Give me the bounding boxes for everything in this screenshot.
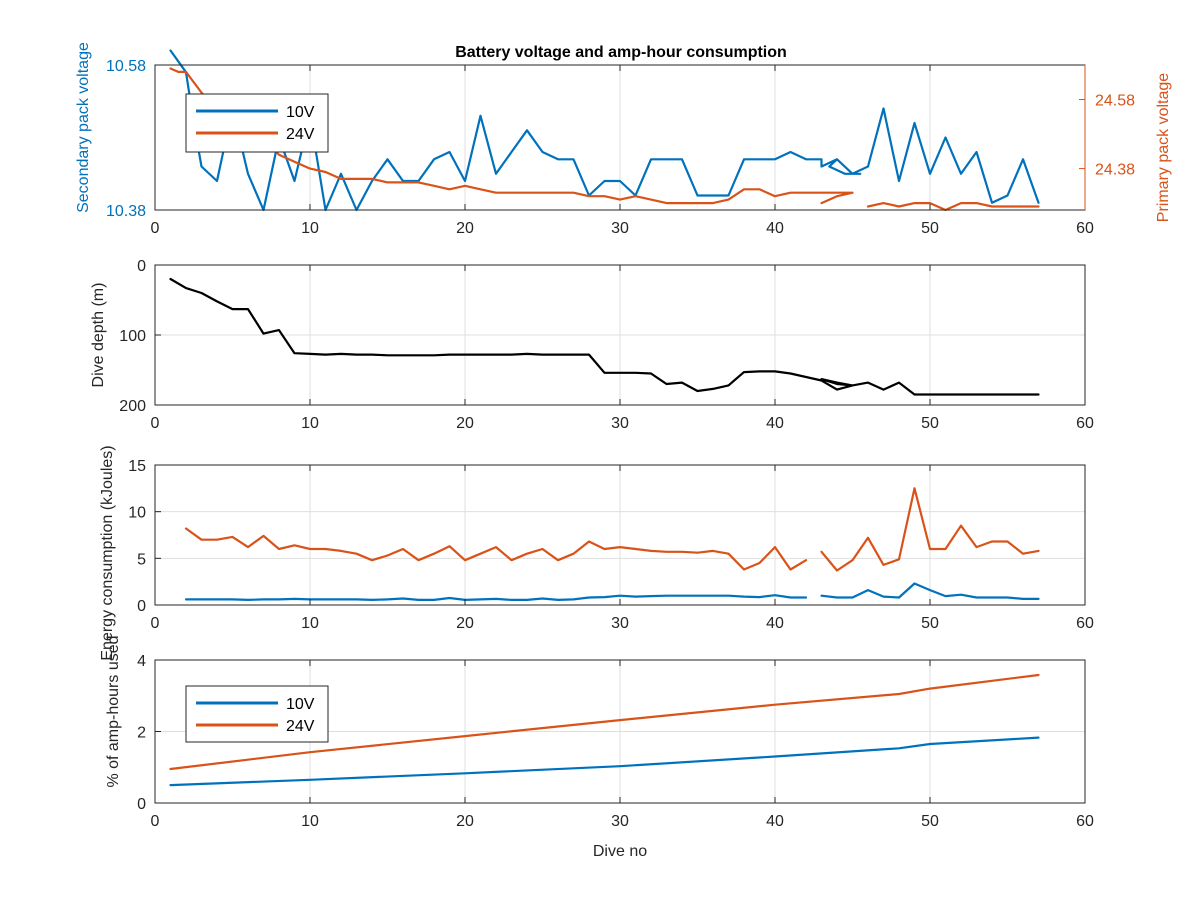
x-tick-label: 20 — [456, 615, 474, 632]
panel-2: 0 10 20 30 40 50 60 0 100 200 Dive depth (m) — [90, 258, 1094, 432]
legend-box — [185, 93, 329, 153]
y-tick-label: 0 — [137, 598, 146, 615]
x-tick-label: 10 — [301, 415, 319, 432]
series-line-1 — [184, 582, 1040, 601]
legend-label-10v: 10V — [286, 104, 315, 121]
x-tick-label: 0 — [151, 415, 160, 432]
right-y-axis-label: Primary pack voltage — [1155, 73, 1172, 222]
legend-label-10v: 10V — [286, 696, 315, 713]
series-line-24v — [169, 673, 1040, 771]
series-line-1 — [169, 277, 1040, 396]
x-tick-label: 60 — [1076, 615, 1094, 632]
y-tick-label: 0 — [137, 258, 146, 275]
y-tick-label: 5 — [137, 551, 146, 568]
legend-box — [185, 685, 329, 743]
x-tick-label: 0 — [151, 615, 160, 632]
panel-4: 0 10 20 30 40 50 60 0 2 4 % of amp-hours used Dive … — [105, 635, 1094, 860]
x-tick-label: 30 — [611, 220, 629, 237]
x-tick-label: 20 — [456, 220, 474, 237]
y-tick-label: 200 — [119, 398, 146, 415]
y-axis-label: % of amp-hours used — [105, 635, 122, 787]
x-tick-label: 10 — [301, 813, 319, 830]
y-tick-label: 0 — [137, 796, 146, 813]
y-axis-label: Energy consumption (kJoules) — [99, 445, 116, 660]
x-tick-label: 20 — [456, 813, 474, 830]
x-tick-label: 60 — [1076, 220, 1094, 237]
chart-title: Battery voltage and amp-hour consumption — [455, 44, 787, 61]
y-tick-label: 15 — [128, 458, 146, 475]
x-tick-label: 0 — [151, 813, 160, 830]
y-axis-label: Secondary pack voltage — [75, 42, 92, 213]
y-tick-label: 10 — [128, 505, 146, 522]
legend-label-24v: 24V — [286, 126, 315, 143]
x-tick-label: 0 — [151, 220, 160, 237]
x-tick-label: 30 — [611, 415, 629, 432]
x-tick-label: 40 — [766, 415, 784, 432]
panel-3: 0 10 20 30 40 50 60 0 5 10 15 Energy consumption (k… — [99, 445, 1094, 660]
series-line-10v — [169, 49, 1040, 212]
x-tick-label: 10 — [301, 615, 319, 632]
y-tick-label: 4 — [137, 653, 146, 670]
x-tick-label: 60 — [1076, 415, 1094, 432]
x-tick-label: 20 — [456, 415, 474, 432]
x-tick-label: 50 — [921, 813, 939, 830]
x-tick-label: 30 — [611, 813, 629, 830]
panel-1: 0 10 20 30 40 50 60 10.38 10.58 24.38 24.58 Primary… — [75, 42, 1172, 237]
y-tick-label: 10.58 — [106, 58, 146, 75]
x-tick-label: 50 — [921, 615, 939, 632]
x-tick-label: 40 — [766, 220, 784, 237]
x-tick-label: 60 — [1076, 813, 1094, 830]
series-line-10v — [169, 736, 1040, 787]
x-tick-label: 50 — [921, 415, 939, 432]
right-y-tick-label: 24.38 — [1095, 162, 1135, 179]
legend-label-24v: 24V — [286, 718, 315, 735]
x-axis-label: Dive no — [593, 843, 647, 860]
y-tick-label: 2 — [137, 725, 146, 742]
x-tick-label: 40 — [766, 813, 784, 830]
x-tick-label: 10 — [301, 220, 319, 237]
x-tick-label: 40 — [766, 615, 784, 632]
x-tick-label: 30 — [611, 615, 629, 632]
x-tick-label: 50 — [921, 220, 939, 237]
y-tick-label: 100 — [119, 328, 146, 345]
y-tick-label: 10.38 — [106, 203, 146, 220]
series-line-2 — [184, 487, 1040, 572]
y-axis-label: Dive depth (m) — [90, 283, 107, 388]
right-y-tick-label: 24.58 — [1095, 93, 1135, 110]
